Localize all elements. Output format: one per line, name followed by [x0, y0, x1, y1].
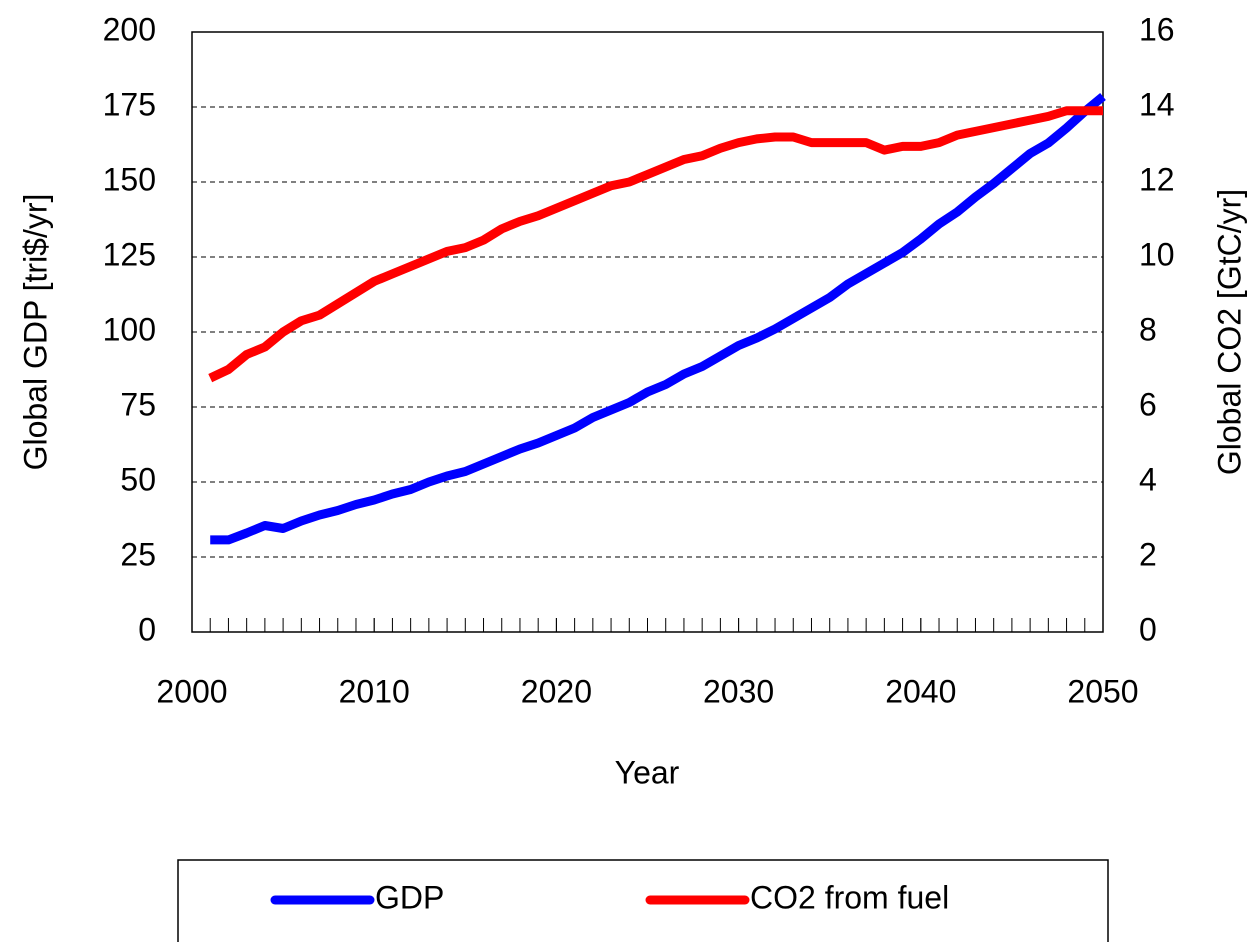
x-tick-label: 2010 [339, 673, 410, 709]
y2-tick-label: 2 [1139, 536, 1157, 572]
y-tick-label: 75 [120, 386, 156, 422]
y-axis-label: Global GDP [tri$/yr] [17, 194, 53, 471]
y-tick-label: 175 [103, 86, 156, 122]
y-tick-label: 150 [103, 161, 156, 197]
y2-tick-label: 8 [1139, 311, 1157, 347]
x-tick-label: 2050 [1067, 673, 1138, 709]
y2-tick-label: 0 [1139, 611, 1157, 647]
x-tick-label: 2030 [703, 673, 774, 709]
data-line [208, 106, 1103, 383]
legend-label: GDP [375, 879, 444, 915]
x-tick-label: 2020 [521, 673, 592, 709]
data-line [210, 93, 1106, 545]
y-tick-label: 50 [120, 461, 156, 497]
legend-label: CO2 from fuel [750, 879, 949, 915]
x-tick-label: 2040 [885, 673, 956, 709]
y2-tick-label: 16 [1139, 11, 1175, 47]
y-tick-label: 100 [103, 311, 156, 347]
x-axis-label: Year [615, 754, 680, 790]
y2-tick-label: 14 [1139, 86, 1175, 122]
y2-tick-label: 12 [1139, 161, 1175, 197]
y2-axis-label: Global CO2 [GtC/yr] [1211, 189, 1247, 475]
y-tick-label: 125 [103, 236, 156, 272]
y-tick-label: 25 [120, 536, 156, 572]
x-tick-label: 2000 [156, 673, 227, 709]
y2-tick-label: 4 [1139, 461, 1157, 497]
y2-tick-label: 10 [1139, 236, 1175, 272]
y-tick-label: 200 [103, 11, 156, 47]
y2-tick-label: 6 [1139, 386, 1157, 422]
y-tick-label: 0 [138, 611, 156, 647]
